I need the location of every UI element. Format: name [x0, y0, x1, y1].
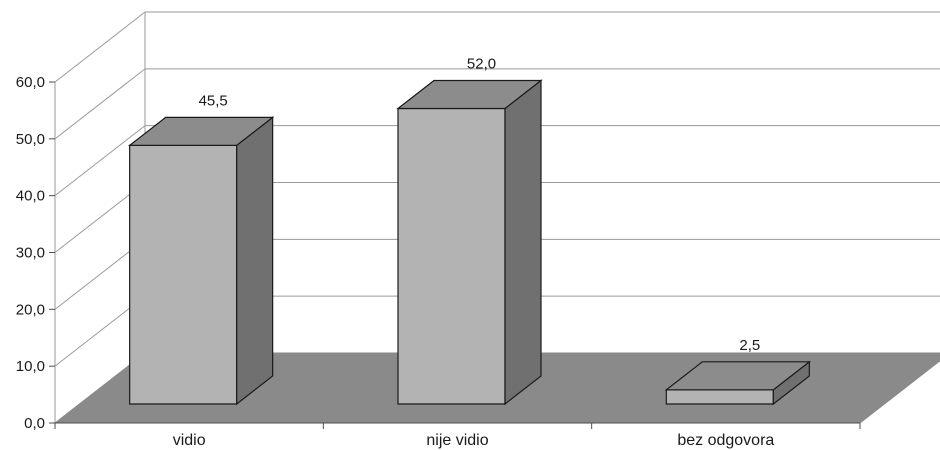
y-tick-label: 0,0 — [24, 415, 45, 432]
bar — [396, 79, 543, 406]
side-wall-gridline — [54, 11, 146, 83]
side-wall-gridline — [54, 68, 146, 140]
bars — [127, 79, 812, 406]
category-label: nije vidio — [426, 432, 488, 449]
y-tick-label: 60,0 — [16, 74, 45, 91]
y-tick-label: 50,0 — [16, 131, 45, 148]
y-tick-label: 10,0 — [16, 358, 45, 375]
side-wall-gridline — [54, 125, 146, 197]
bar-side-face — [236, 116, 274, 406]
y-tick-label: 40,0 — [16, 188, 45, 205]
bar-side-face — [504, 79, 542, 406]
bar-top-face — [396, 79, 543, 110]
data-label: 2,5 — [739, 337, 760, 354]
bar — [127, 116, 275, 406]
data-label: 52,0 — [467, 55, 496, 72]
y-tick-label: 30,0 — [16, 245, 45, 262]
bar-front-face — [397, 107, 506, 405]
category-label: bez odgovora — [677, 432, 774, 449]
bar-top-face — [127, 116, 275, 147]
bar-front-face — [129, 144, 238, 405]
bar — [664, 360, 812, 406]
bar-top-face — [664, 361, 812, 391]
y-tick-label: 20,0 — [16, 301, 45, 318]
category-label: vidio — [173, 432, 206, 449]
data-label: 45,5 — [199, 92, 228, 109]
bar-front-face — [665, 389, 774, 405]
labels: 0,0 10,0 20,0 30,0 40,0 50,0 60,0 45,5 vidio 52,0… — [16, 55, 775, 449]
